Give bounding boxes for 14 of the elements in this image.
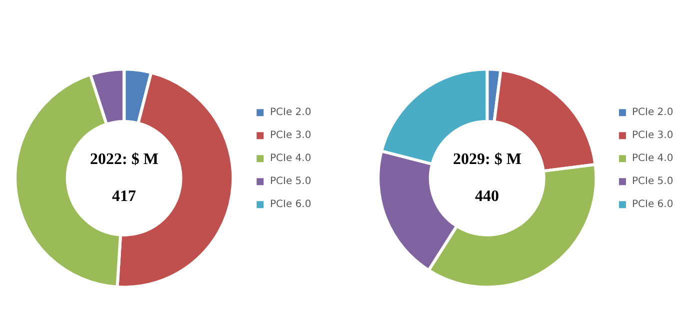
legend-label: PCIe 2.0	[632, 107, 674, 118]
text: 2022: $ M	[90, 151, 158, 168]
text: 440	[475, 188, 499, 205]
legend-label: PCIe 3.0	[270, 130, 312, 141]
legend-label: PCIe 6.0	[270, 199, 312, 210]
legend-label: PCIe 4.0	[632, 153, 674, 164]
legend-label: PCIe 5.0	[270, 176, 312, 187]
legend-label: PCIe 2.0	[270, 107, 312, 118]
text: 417	[112, 188, 136, 205]
legend-label: PCIe 4.0	[270, 153, 312, 164]
legend-label: PCIe 3.0	[632, 130, 674, 141]
text: 2029: $ M	[453, 151, 522, 168]
legend-label: PCIe 6.0	[632, 199, 674, 210]
legend-label: PCIe 5.0	[632, 176, 674, 187]
